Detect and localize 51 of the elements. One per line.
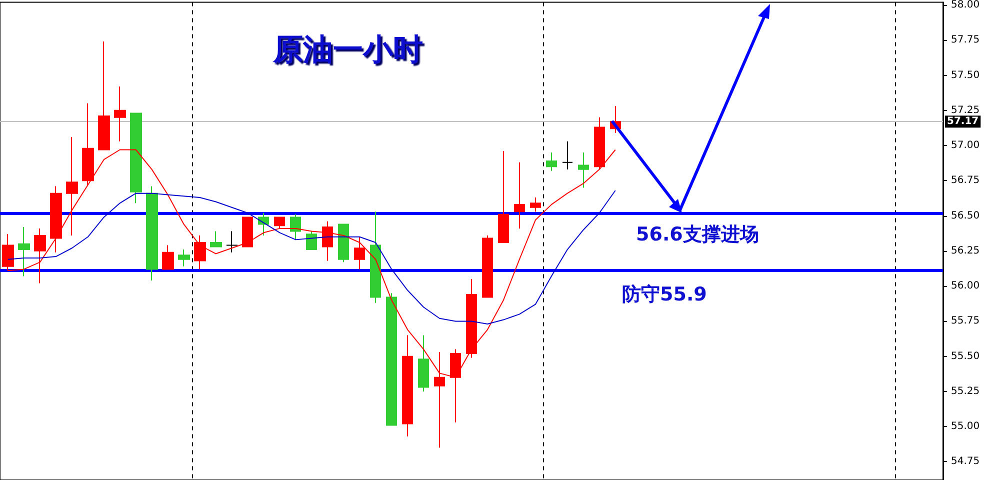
y-tick-label: 57.25 xyxy=(951,104,980,116)
candlestick xyxy=(146,186,158,281)
candlestick xyxy=(386,292,397,426)
candlestick xyxy=(98,41,110,150)
candlestick xyxy=(50,186,62,253)
line-series xyxy=(7,190,616,325)
candlestick xyxy=(354,236,365,270)
candlestick xyxy=(578,152,589,188)
candlestick xyxy=(274,216,285,229)
annotation: 56.6支撑进场 xyxy=(636,224,759,246)
candlestick xyxy=(482,234,493,298)
candlestick xyxy=(466,278,477,358)
y-tick-label: 55.00 xyxy=(951,421,980,432)
y-tick-label: 58.00 xyxy=(951,0,980,10)
candlestick xyxy=(418,334,429,392)
y-tick-label: 57.00 xyxy=(951,140,980,152)
y-tick-label: 56.00 xyxy=(951,280,980,292)
y-tick-label: 56.25 xyxy=(951,245,980,256)
y-tick-label: 55.25 xyxy=(951,386,980,397)
y-tick-label: 56.75 xyxy=(951,175,980,186)
candlestick xyxy=(258,212,269,236)
candlestick xyxy=(114,86,126,142)
candlestick xyxy=(18,226,30,277)
candlestick xyxy=(34,228,46,284)
candlestick xyxy=(242,216,253,248)
ref-line-label: 57.17 xyxy=(947,116,979,128)
candlestick xyxy=(498,150,509,243)
candlestick xyxy=(338,224,349,263)
candlestick xyxy=(402,334,413,437)
candlestick xyxy=(546,152,557,172)
candlestick xyxy=(162,244,174,270)
candlestick xyxy=(226,230,238,253)
candlestick xyxy=(514,162,525,229)
candlestick xyxy=(210,230,222,248)
candlestick xyxy=(194,234,206,270)
text: 原油一小时 xyxy=(272,32,423,68)
y-tick-label: 54.75 xyxy=(951,456,980,468)
candlestick xyxy=(178,249,190,267)
y-tick-label: 55.50 xyxy=(951,350,980,362)
y-tick-label: 57.75 xyxy=(951,34,980,46)
y-tick-label: 57.50 xyxy=(951,70,980,81)
candlestick xyxy=(130,112,142,204)
y-tick-label: 56.50 xyxy=(951,210,980,222)
candlestick xyxy=(290,214,301,240)
candlestick xyxy=(322,220,333,262)
candlestick xyxy=(530,197,541,212)
candlestick xyxy=(562,140,573,170)
candlestick xyxy=(370,211,381,304)
y-tick-label: 55.75 xyxy=(951,316,980,327)
candlestick xyxy=(306,230,317,250)
annotation: 防守55.9 xyxy=(622,284,707,306)
